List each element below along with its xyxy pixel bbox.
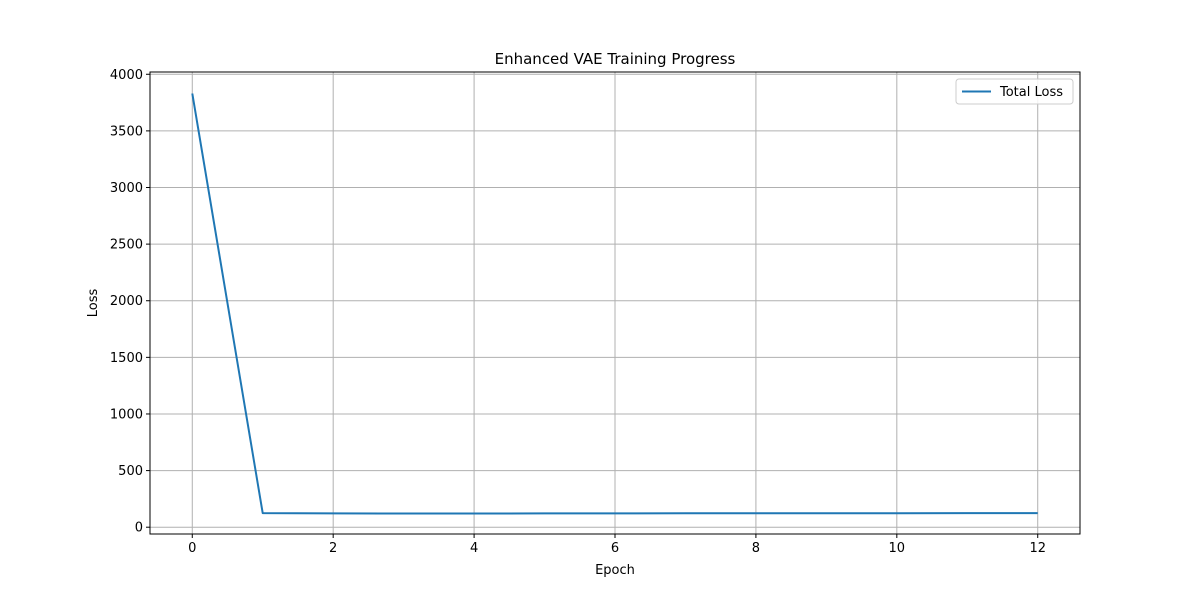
series-line-total-loss bbox=[191, 93, 1038, 515]
legend-label-total-loss: Total Loss bbox=[999, 85, 1063, 100]
y-tick-label: 0 bbox=[135, 521, 143, 536]
y-tick-label: 2000 bbox=[110, 294, 143, 309]
grid-lines bbox=[150, 72, 1080, 534]
y-axis-label: Loss bbox=[86, 289, 101, 318]
y-tick-label: 1500 bbox=[110, 351, 143, 366]
y-tick-label: 4000 bbox=[110, 68, 143, 83]
x-tick-label: 6 bbox=[611, 541, 619, 556]
y-tick-label: 500 bbox=[118, 464, 143, 479]
x-tick-label: 0 bbox=[188, 541, 196, 556]
legend: Total Loss bbox=[955, 78, 1074, 105]
legend-box bbox=[955, 78, 1074, 105]
x-tick-label: 2 bbox=[329, 541, 337, 556]
y-tick-label: 2500 bbox=[110, 238, 143, 253]
x-tick-label: 10 bbox=[889, 541, 906, 556]
x-tick-label: 12 bbox=[1029, 541, 1046, 556]
y-tick-label: 3500 bbox=[110, 124, 143, 139]
y-tick-label: 3000 bbox=[110, 181, 143, 196]
series-layer bbox=[191, 93, 1038, 515]
y-tick-label: 1000 bbox=[110, 407, 143, 422]
x-tick-label: 4 bbox=[470, 541, 478, 556]
x-tick-label: 8 bbox=[752, 541, 760, 556]
ticks: 0 2 4 6 8 10 12 0 500 1000 1500 2000 2500 3000 3500 400… bbox=[110, 68, 1046, 556]
x-axis-label: Epoch bbox=[595, 563, 635, 578]
chart-title: Enhanced VAE Training Progress bbox=[495, 50, 736, 68]
